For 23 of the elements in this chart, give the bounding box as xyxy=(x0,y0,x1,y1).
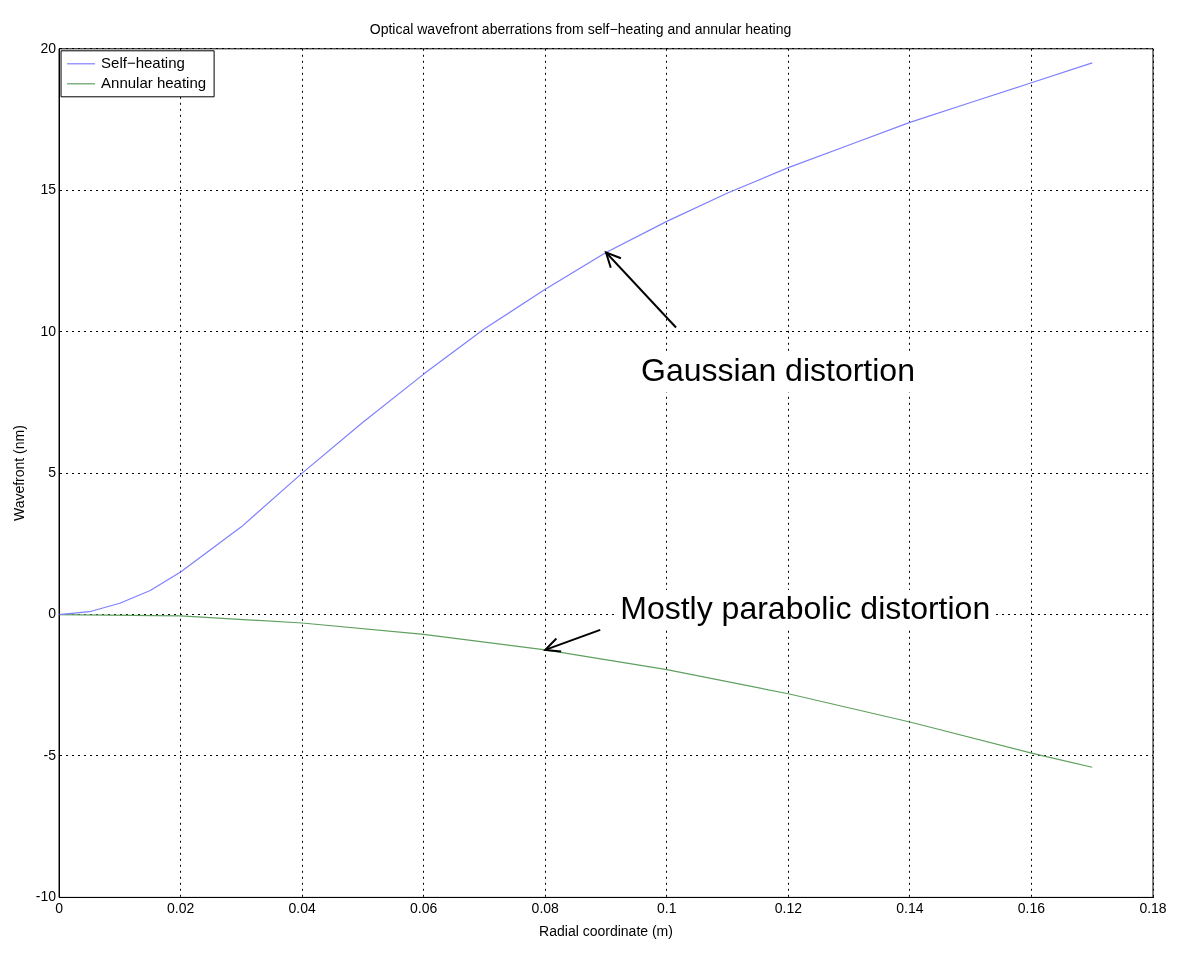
y-tick-label: -5 xyxy=(43,746,57,763)
x-tick-label: 0.08 xyxy=(531,899,560,916)
x-tick-label: 0.06 xyxy=(410,899,438,916)
legend-label: Self−heating xyxy=(101,53,185,71)
y-tick-label: -10 xyxy=(35,888,57,905)
y-axis-title: Wavefront (nm) xyxy=(11,425,28,522)
x-tick-label: 0.16 xyxy=(1017,899,1046,916)
x-tick-label: 0.14 xyxy=(896,899,924,916)
y-tick-label: 20 xyxy=(40,39,57,56)
y-tick-label: 10 xyxy=(40,322,57,339)
y-tick-label: 15 xyxy=(40,181,57,198)
x-tick-label: 0.18 xyxy=(1139,899,1167,916)
x-tick-label: 0.1 xyxy=(657,899,677,916)
x-tick-label: 0.04 xyxy=(288,899,316,916)
legend-label: Annular heating xyxy=(101,73,207,91)
x-axis-title: Radial coordinate (m) xyxy=(539,923,673,940)
x-tick-label: 0.12 xyxy=(774,899,803,916)
chart-title: Optical wavefront aberrations from self−heating and annular heating xyxy=(369,21,792,38)
y-tick-label: 5 xyxy=(48,463,57,480)
annotation: Mostly parabolic distortion xyxy=(620,589,991,626)
x-tick-label: 0.02 xyxy=(166,899,195,916)
y-tick-label: 0 xyxy=(48,605,57,622)
annotation: Gaussian distortion xyxy=(641,352,915,389)
